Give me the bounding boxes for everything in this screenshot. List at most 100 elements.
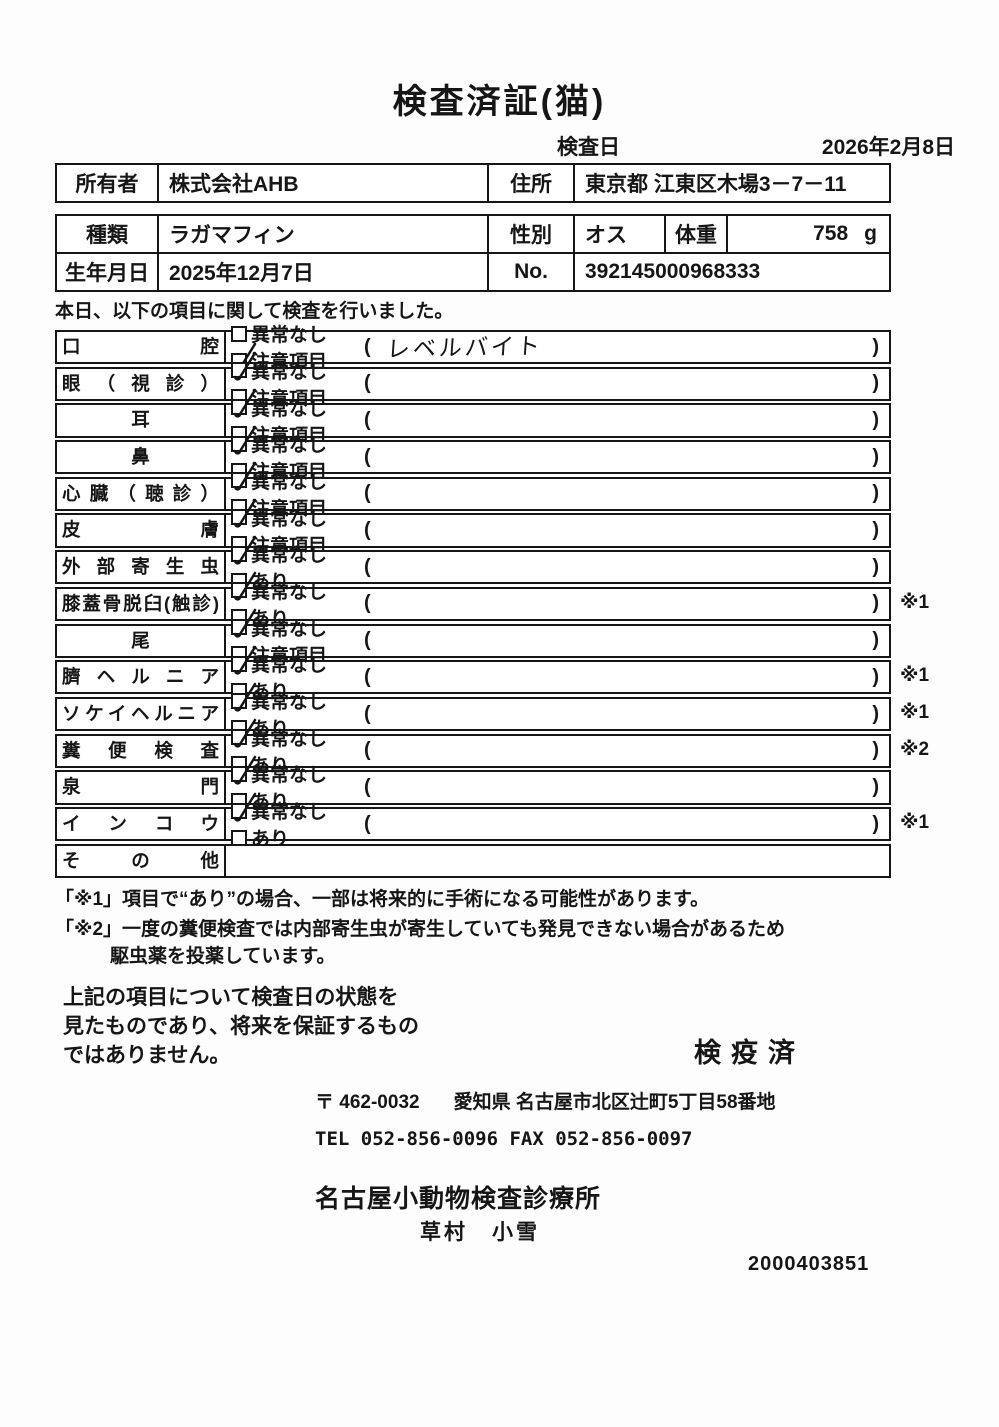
checkbox-option: 異常なし	[231, 535, 352, 567]
checklist-item-label: 臍ヘルニア	[57, 662, 226, 693]
checkbox-option: 異常なし	[231, 682, 352, 714]
footnote-2-line1: 「※2」一度の糞便検査では内部寄生虫が寄生していても発見できない場合があるため	[55, 919, 785, 940]
checkbox-checked-icon	[231, 425, 257, 455]
checkbox-checked-icon	[231, 682, 257, 712]
animal-info-table: 種類 ラガマフィン 性別 オス 体重 758 g 生年月日 2025年12月7日…	[55, 214, 891, 292]
checklist-row-content: 異常なし あり ( )	[226, 535, 889, 593]
paren-open: (	[364, 592, 371, 615]
check-mark-icon	[233, 498, 257, 528]
checkbox-checked-icon	[231, 535, 257, 565]
paren-close: )	[872, 775, 879, 798]
paren-open: (	[364, 665, 371, 688]
footnote-marker: ※1	[900, 665, 930, 687]
checkbox-option-label: 異常なし	[251, 435, 328, 457]
remarks-paren: ( )	[364, 629, 879, 652]
checklist-row: 膝蓋骨脱臼(触診) 異常なし あり ( )	[55, 572, 891, 630]
checkbox-checked-icon	[231, 608, 257, 638]
checklist-row: 鼻 異常なし 注意項目 ( )	[55, 425, 891, 483]
checklist-item-label: 皮膚	[57, 515, 226, 546]
remarks-paren: ( )	[364, 409, 879, 432]
weight-label: 体重	[664, 216, 726, 252]
checkbox-option: 異常なし	[231, 320, 352, 347]
checklist-line: 泉門 異常なし あり ( )	[55, 755, 999, 813]
disclaimer-line: ではありません。	[63, 1044, 231, 1067]
checklist-row: 尾 異常なし 注意項目 ( )	[55, 608, 891, 667]
document-number: 2000403851	[748, 1253, 870, 1275]
checklist-row: 泉門 異常なし あり ( )	[55, 755, 891, 813]
clinic-address: 愛知県 名古屋市北区辻町5丁目58番地	[453, 1092, 776, 1113]
disclaimer-text: 上記の項目について検査日の状態を 見たものであり、将来を保証するもの ではありま…	[63, 983, 419, 1070]
paren-open: (	[364, 372, 371, 395]
birth-value: 2025年12月7日	[157, 254, 487, 290]
checklist-line: その他	[55, 843, 999, 878]
checkbox-checked-icon	[231, 388, 257, 418]
paren-close: )	[872, 555, 879, 578]
checkbox-option: 異常なし	[231, 388, 352, 421]
checklist-row: 耳 異常なし 注意項目 ( )	[55, 388, 891, 447]
checklist-item-label: 糞便検査	[57, 735, 226, 766]
footnote-marker: ※2	[900, 738, 930, 760]
checkbox-option-label: 異常なし	[251, 618, 328, 640]
checklist-line: 口腔 異常なし 注意項目 ( レベルバイト )	[55, 325, 999, 373]
owner-label: 所有者	[75, 173, 139, 196]
footnote-marker: ※1	[900, 811, 930, 833]
owner-row: 所有者 株式会社AHB 住所 東京都 江東区木場3－7－11	[57, 165, 889, 201]
checklist-line: 外部寄生虫 異常なし あり ( )	[55, 535, 999, 593]
paren-open: (	[364, 335, 371, 358]
paren-open: (	[364, 445, 371, 468]
checklist-item-label: 膝蓋骨脱臼(触診)	[57, 588, 226, 620]
check-mark-icon	[233, 352, 257, 381]
check-mark-icon	[233, 462, 257, 491]
check-mark-icon	[233, 425, 257, 455]
check-mark-icon	[233, 755, 257, 785]
checkbox-option: 異常なし	[231, 608, 352, 641]
remarks-paren: ( )	[364, 556, 879, 579]
handwritten-remark: レベルバイト	[385, 332, 544, 363]
remarks-paren: ( )	[364, 446, 879, 469]
checklist-row: 皮膚 異常なし 注意項目 ( )	[55, 498, 891, 557]
checklist-line: 膝蓋骨脱臼(触診) 異常なし あり ( ) ※1	[55, 572, 999, 630]
checklist-row: 眼（視診） 異常なし 注意項目 ( )	[55, 352, 891, 410]
address-label: 住所	[487, 165, 573, 201]
page-title: 検査済証(猫)	[392, 83, 607, 121]
checkbox-option-label: 異常なし	[251, 361, 328, 383]
checklist-item-label: 尾	[57, 625, 226, 656]
check-mark-icon	[233, 682, 257, 712]
checklist-item-label: 泉門	[57, 772, 226, 803]
checkbox-checked-icon	[231, 498, 257, 528]
checkbox-option: 異常なし	[231, 462, 352, 494]
checklist-row-content: 異常なし あり ( )	[226, 792, 889, 850]
paren-close: )	[872, 372, 879, 395]
paren-open: (	[364, 812, 371, 835]
checklist-line: 糞便検査 異常なし あり ( ) ※2	[55, 718, 999, 777]
checkbox-option: 異常なし	[231, 498, 352, 531]
checklist-item-label: ソケイヘルニア	[57, 698, 226, 730]
paren-close: )	[872, 665, 879, 688]
checklist-row: インコウ 異常なし あり ( )	[55, 792, 891, 850]
remarks-paren: ( )	[364, 592, 879, 615]
checklist-line: 皮膚 異常なし 注意項目 ( )	[55, 498, 999, 557]
checkbox-checked-icon	[231, 792, 257, 822]
checklist-row: 口腔 異常なし 注意項目 ( レベルバイト )	[55, 325, 891, 373]
disclaimer-line: 上記の項目について検査日の状態を	[63, 986, 399, 1009]
inspection-date-value: 2026年2月8日	[821, 136, 955, 159]
checklist-item-label: 眼（視診）	[57, 368, 226, 399]
checkbox-option-label: 異常なし	[251, 655, 328, 677]
checklist-line: 耳 異常なし 注意項目 ( )	[55, 388, 999, 447]
checkbox-option-label: 異常なし	[251, 398, 328, 420]
paren-open: (	[364, 702, 371, 725]
checkbox-checked-icon	[231, 718, 257, 748]
paren-close: )	[872, 629, 879, 652]
breed-value: ラガマフィン	[157, 216, 487, 252]
paren-open: (	[364, 629, 371, 652]
check-mark-icon	[233, 535, 257, 565]
footnote-2-line2: 駆虫薬を投薬しています。	[110, 946, 336, 967]
remarks-paren: ( )	[364, 776, 879, 799]
checklist-row: 心臓（聴診） 異常なし 注意項目 ( )	[55, 462, 891, 520]
address-value: 東京都 江東区木場3－7－11	[573, 165, 889, 201]
remarks-paren: ( )	[364, 813, 879, 836]
no-label: No.	[487, 254, 573, 290]
weight-cell: 758 g	[726, 216, 889, 252]
paren-open: (	[364, 482, 371, 505]
